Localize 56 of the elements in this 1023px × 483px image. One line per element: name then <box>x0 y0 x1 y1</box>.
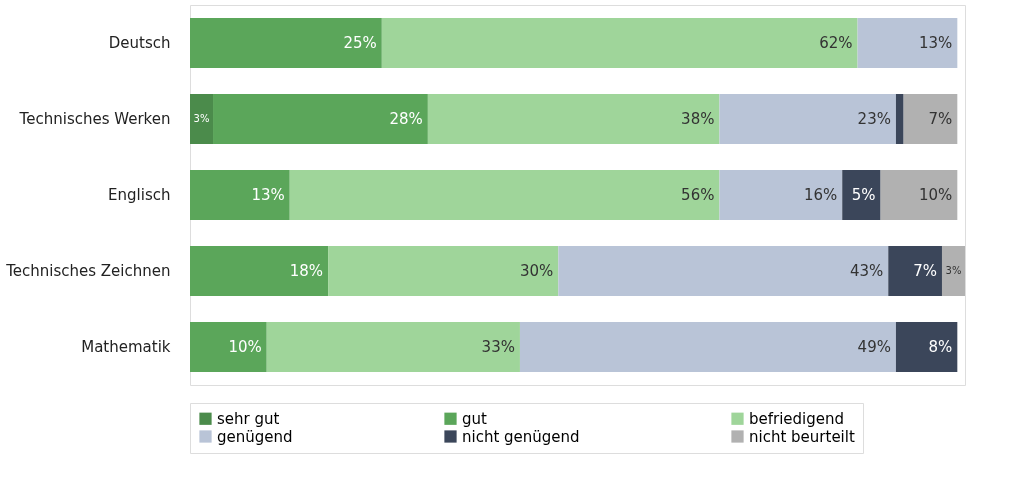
legend-label: genügend <box>217 427 293 446</box>
bar <box>888 246 942 296</box>
bar <box>719 170 843 220</box>
bar <box>880 170 958 220</box>
bar <box>895 322 958 372</box>
y-tick-label: Technisches Werken <box>18 110 171 128</box>
bar <box>895 94 904 144</box>
data-label: 7% <box>913 262 937 280</box>
data-label: 38% <box>681 110 715 128</box>
data-label: 23% <box>857 110 891 128</box>
bar <box>190 18 382 68</box>
bar <box>903 94 958 144</box>
data-label: 30% <box>519 262 554 280</box>
y-tick-label: Englisch <box>108 186 171 204</box>
data-label: 10% <box>228 338 262 356</box>
y-tick-label: Technisches Zeichnen <box>5 262 171 280</box>
bar <box>427 94 720 144</box>
bar <box>190 246 329 296</box>
legend-label: sehr gut <box>217 409 280 428</box>
data-label: 16% <box>803 186 838 204</box>
bar <box>190 170 290 220</box>
y-tick-label: Deutsch <box>108 34 171 52</box>
data-label: 43% <box>849 262 884 280</box>
bar <box>842 170 881 220</box>
bar <box>213 94 428 144</box>
bar <box>719 94 896 144</box>
data-label: 3% <box>193 113 210 124</box>
data-label: 18% <box>289 262 324 280</box>
bar <box>266 322 520 372</box>
y-tick-label: Mathematik <box>81 338 171 356</box>
bar <box>328 246 559 296</box>
bar <box>558 246 889 296</box>
data-label: 10% <box>918 186 953 204</box>
data-label: 25% <box>343 34 377 52</box>
data-label: 28% <box>389 110 423 128</box>
bar <box>941 246 965 296</box>
legend-label: nicht beurteilt <box>749 427 855 446</box>
legend-label: nicht genügend <box>462 427 580 446</box>
legend-label: gut <box>462 409 488 428</box>
bar <box>190 322 267 372</box>
data-label: 56% <box>681 186 715 204</box>
data-label: 49% <box>857 338 891 356</box>
bar <box>381 18 858 68</box>
data-label: 13% <box>918 34 953 52</box>
data-label: 3% <box>945 265 962 276</box>
data-label: 5% <box>851 186 876 204</box>
bar <box>190 94 214 144</box>
data-label: 7% <box>928 110 953 128</box>
data-label: 13% <box>251 186 285 204</box>
bar <box>519 322 896 372</box>
bar <box>289 170 720 220</box>
bar <box>857 18 958 68</box>
data-label: 33% <box>481 338 515 356</box>
legend-label: befriedigend <box>749 409 845 428</box>
data-label: 8% <box>928 338 953 356</box>
data-label: 62% <box>819 34 853 52</box>
